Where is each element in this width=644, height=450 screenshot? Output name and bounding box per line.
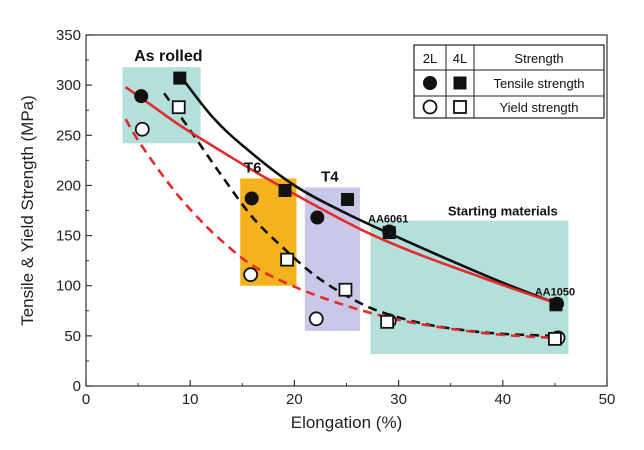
annotation-label: AA1050 [535, 287, 575, 299]
y-tick-label: 0 [73, 378, 81, 395]
legend-header: 2L [423, 51, 437, 66]
data-point-open-circle [243, 267, 259, 283]
data-point-open-square [548, 331, 562, 346]
y-tick-label: 300 [56, 77, 81, 94]
legend-header: 4L [453, 51, 467, 66]
annotation-label: AA6061 [368, 214, 408, 226]
x-tick-label: 30 [390, 391, 407, 408]
legend: 2L 4L Strength Tensile strength Yield streng… [413, 44, 605, 119]
data-point-open-square [280, 252, 295, 267]
fit-curve-2 [124, 86, 556, 305]
fit-curve-0 [178, 74, 556, 305]
data-point-open-square [380, 314, 395, 329]
legend-marker-filled-square [453, 76, 467, 90]
data-point-open-circle [308, 311, 324, 327]
fit-curves [124, 74, 556, 340]
x-tick-label: 20 [286, 391, 303, 408]
data-point-filled-circle [134, 89, 149, 104]
data-point-open-circle [134, 121, 150, 137]
x-tick-label: 10 [182, 391, 199, 408]
legend-marker-open-square [453, 100, 467, 114]
data-point-open-square [338, 282, 353, 297]
region-label: Starting materials [448, 204, 558, 219]
y-tick-label: 350 [56, 27, 81, 44]
data-point-filled-square [549, 298, 563, 312]
region-2 [304, 187, 361, 331]
region-label: T4 [321, 168, 339, 185]
legend-label: Tensile strength [493, 76, 584, 91]
y-tick-label: 100 [56, 278, 81, 295]
y-tick-label: 200 [56, 177, 81, 194]
y-tick-label: 150 [56, 228, 81, 245]
legend-label: Yield strength [499, 100, 578, 115]
data-point-open-square [171, 100, 186, 115]
data-point-filled-square [341, 192, 355, 206]
x-axis-label: Elongation (%) [291, 413, 403, 432]
legend-marker-open-circle [422, 99, 438, 115]
fit-curve-1 [163, 92, 555, 338]
data-points [134, 71, 566, 346]
fit-curve-3 [124, 118, 555, 340]
region-label: As rolled [134, 48, 202, 65]
y-tick-label: 250 [56, 127, 81, 144]
x-tick-label: 0 [82, 391, 90, 408]
y-axis-label: Tensile & Yield Strength (MPa) [18, 95, 37, 326]
x-tick-label: 40 [494, 391, 511, 408]
region-label: T6 [244, 159, 262, 176]
data-point-filled-circle [310, 210, 325, 225]
x-tick-label: 50 [599, 391, 616, 408]
data-point-filled-circle [244, 191, 259, 206]
legend-header: Strength [514, 51, 563, 66]
data-point-filled-square [173, 71, 187, 85]
chart-labels: As rolled T6 T4 Starting materials AA6061 AA1… [134, 48, 575, 299]
y-tick-label: 50 [64, 328, 81, 345]
data-point-filled-square [278, 183, 292, 197]
data-point-filled-square [382, 226, 396, 240]
axes: 0 10 20 30 40 50 0 50 100 150 200 250 300 350 Elongati… [18, 27, 615, 432]
legend-marker-filled-circle [423, 76, 437, 90]
